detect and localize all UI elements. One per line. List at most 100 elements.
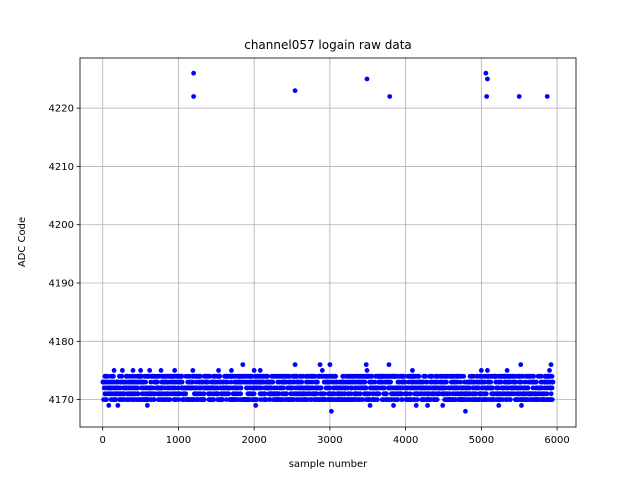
x-tick-label: 6000	[544, 435, 569, 446]
data-point	[135, 391, 141, 397]
data-point	[314, 391, 320, 397]
data-point	[155, 379, 161, 385]
y-tick-label: 4200	[49, 220, 74, 231]
data-point	[461, 373, 467, 379]
data-point	[176, 397, 182, 402]
data-point	[257, 368, 263, 373]
data-point	[238, 391, 244, 397]
data-point	[410, 368, 415, 373]
data-point	[485, 76, 490, 82]
grid	[80, 58, 576, 427]
data-point	[364, 368, 370, 373]
data-point	[251, 391, 257, 397]
data-point	[224, 397, 229, 402]
data-point	[179, 379, 185, 385]
data-point	[544, 391, 550, 397]
data-point	[488, 379, 494, 385]
y-tick-label: 4170	[49, 395, 74, 406]
data-point	[444, 379, 449, 385]
data-point	[229, 368, 234, 373]
data-point	[191, 94, 196, 99]
data-point	[434, 397, 440, 402]
data-point	[519, 403, 524, 408]
plot-frame	[79, 57, 577, 428]
data-point	[422, 373, 428, 379]
data-point	[327, 362, 333, 368]
data-point	[407, 391, 413, 397]
data-point	[205, 379, 211, 385]
data-point	[382, 385, 387, 391]
data-point	[362, 379, 368, 385]
data-point	[191, 70, 196, 76]
data-point	[549, 385, 555, 391]
data-point	[425, 403, 430, 408]
data-point	[151, 397, 157, 402]
data-point	[372, 379, 378, 385]
data-point	[262, 391, 268, 397]
data-point	[490, 385, 495, 391]
data-point	[119, 373, 125, 379]
data-point	[263, 397, 269, 402]
data-point	[498, 379, 504, 385]
data-point	[135, 385, 140, 391]
data-point	[357, 391, 363, 397]
data-point	[359, 397, 365, 402]
x-tick-label: 2000	[241, 435, 266, 446]
y-tick-label: 4220	[49, 104, 74, 115]
data-point	[525, 385, 531, 391]
data-point	[113, 397, 118, 402]
data-point	[429, 373, 435, 379]
data-point	[544, 94, 550, 99]
data-point	[485, 368, 490, 373]
x-axis-ticks: 0 1000 2000 3000 4000 5000 6000	[100, 427, 570, 446]
data-point	[281, 385, 286, 391]
data-point	[442, 385, 448, 391]
data-point	[550, 379, 556, 385]
data-point	[367, 391, 372, 397]
x-tick-label: 1000	[166, 435, 191, 446]
data-point	[216, 368, 221, 373]
data-point	[120, 368, 125, 373]
data-point	[319, 368, 325, 373]
data-point	[190, 379, 196, 385]
data-point	[190, 368, 196, 373]
data-point	[386, 362, 392, 368]
data-point	[416, 373, 422, 379]
data-point	[329, 408, 334, 414]
data-point	[398, 391, 404, 397]
data-point	[226, 391, 232, 397]
y-axis-ticks: 4170 4180 4190 4200 4210 4220	[49, 104, 80, 406]
data-point	[217, 373, 223, 379]
data-point	[376, 391, 382, 397]
data-point	[369, 373, 375, 379]
data-point	[463, 408, 468, 414]
data-point	[150, 385, 156, 391]
data-point	[292, 88, 298, 94]
data-point	[516, 94, 522, 99]
data-point	[111, 368, 117, 373]
data-point	[283, 391, 289, 397]
y-tick-label: 4180	[49, 337, 74, 348]
data-point	[167, 397, 173, 402]
x-axis-label: sample number	[289, 459, 368, 470]
data-point	[143, 379, 149, 385]
x-tick-label: 5000	[469, 435, 494, 446]
data-point	[249, 373, 255, 379]
data-point	[549, 397, 555, 402]
data-point	[473, 391, 479, 397]
data-point	[476, 385, 482, 391]
data-point	[299, 379, 305, 385]
data-point	[201, 397, 207, 402]
data-point	[548, 391, 554, 397]
data-point	[363, 385, 369, 391]
data-point	[388, 379, 393, 385]
data-point	[148, 379, 154, 385]
y-axis-label: ADC Code	[17, 217, 28, 267]
data-point	[211, 397, 217, 402]
data-point	[413, 403, 419, 408]
data-point	[504, 368, 510, 373]
data-point	[333, 373, 339, 379]
data-point	[367, 403, 373, 408]
data-point	[374, 397, 380, 402]
data-point	[402, 379, 408, 385]
